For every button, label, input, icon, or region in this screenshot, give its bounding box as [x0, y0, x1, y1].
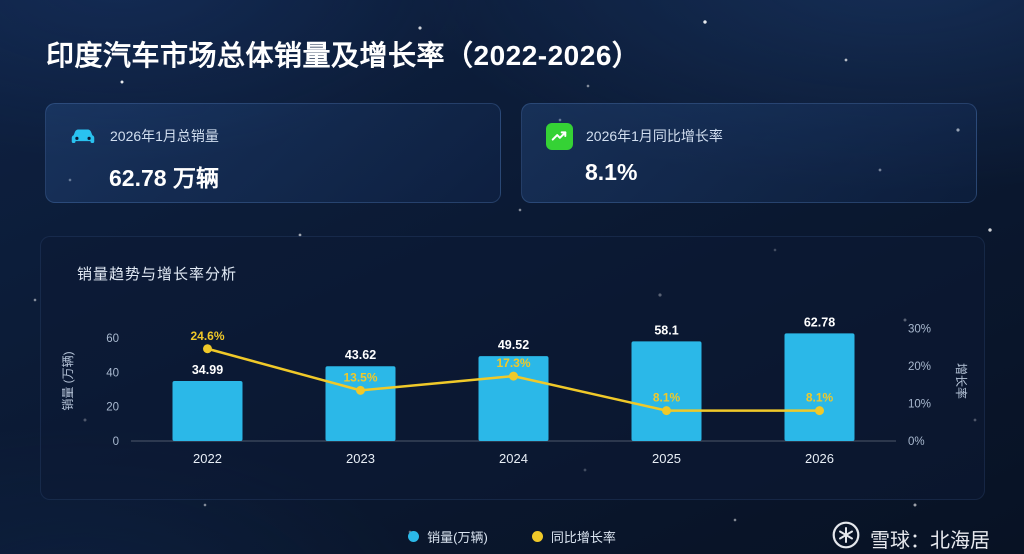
svg-text:0: 0 [113, 436, 119, 448]
svg-text:17.3%: 17.3% [496, 356, 530, 370]
svg-text:增长率: 增长率 [954, 363, 969, 399]
svg-text:62.78: 62.78 [804, 315, 835, 329]
stat-value-total-sales: 62.78 万辆 [109, 165, 219, 191]
svg-text:30%: 30% [908, 324, 931, 336]
svg-text:8.1%: 8.1% [653, 391, 681, 405]
watermark: 雪球：北海居 [831, 520, 990, 554]
svg-text:58.1: 58.1 [654, 323, 678, 337]
svg-text:10%: 10% [908, 399, 931, 411]
stat-card-header: 2026年1月总销量 [68, 121, 478, 151]
stat-card-total-sales: 2026年1月总销量 62.78 万辆 [45, 103, 501, 203]
legend-dot-sales [408, 531, 420, 542]
trend-up-icon [544, 121, 574, 151]
svg-text:2023: 2023 [346, 451, 375, 466]
chart-legend: 销量(万辆) 同比增长率 [0, 527, 1024, 546]
legend-item-sales[interactable]: 销量(万辆) [408, 527, 488, 546]
chart-panel: 销量趋势与增长率分析 0 20 40 60 0% 10% 20% 30% 销量 (万辆) 增长率 3… [40, 236, 985, 500]
svg-text:24.6%: 24.6% [190, 329, 224, 343]
watermark-text: 雪球：北海居 [870, 529, 990, 552]
legend-dot-growth [531, 531, 543, 542]
svg-text:60: 60 [106, 333, 119, 345]
stat-card-header: 2026年1月同比增长率 [544, 121, 954, 151]
snowball-icon [831, 520, 861, 554]
svg-text:2024: 2024 [499, 451, 528, 466]
svg-text:2026: 2026 [805, 451, 834, 466]
svg-text:销量 (万辆): 销量 (万辆) [61, 351, 75, 410]
svg-text:2025: 2025 [652, 451, 681, 466]
svg-text:20%: 20% [908, 361, 931, 373]
car-icon [68, 121, 98, 151]
chart-title: 销量趋势与增长率分析 [77, 266, 238, 283]
svg-text:40: 40 [106, 367, 119, 379]
stat-value-growth-rate: 8.1% [585, 159, 638, 185]
legend-label-growth: 同比增长率 [550, 530, 616, 545]
combo-chart: 0 20 40 60 0% 10% 20% 30% 销量 (万辆) 增长率 34.99 2022 43.… [61, 315, 969, 466]
svg-text:20: 20 [106, 402, 119, 414]
svg-text:0%: 0% [908, 436, 925, 448]
svg-text:34.99: 34.99 [192, 363, 223, 377]
svg-text:13.5%: 13.5% [343, 370, 377, 384]
stat-card-growth-rate: 2026年1月同比增长率 8.1% [521, 103, 977, 203]
svg-text:43.62: 43.62 [345, 348, 376, 362]
stat-label-growth-rate: 2026年1月同比增长率 [586, 128, 723, 144]
svg-text:2022: 2022 [193, 451, 222, 466]
page-title: 印度汽车市场总体销量及增长率（2022-2026） [46, 40, 641, 71]
stat-label-total-sales: 2026年1月总销量 [110, 128, 219, 144]
legend-item-growth[interactable]: 同比增长率 [531, 527, 616, 546]
svg-text:8.1%: 8.1% [806, 391, 834, 405]
legend-label-sales: 销量(万辆) [427, 530, 488, 545]
svg-text:49.52: 49.52 [498, 338, 529, 352]
